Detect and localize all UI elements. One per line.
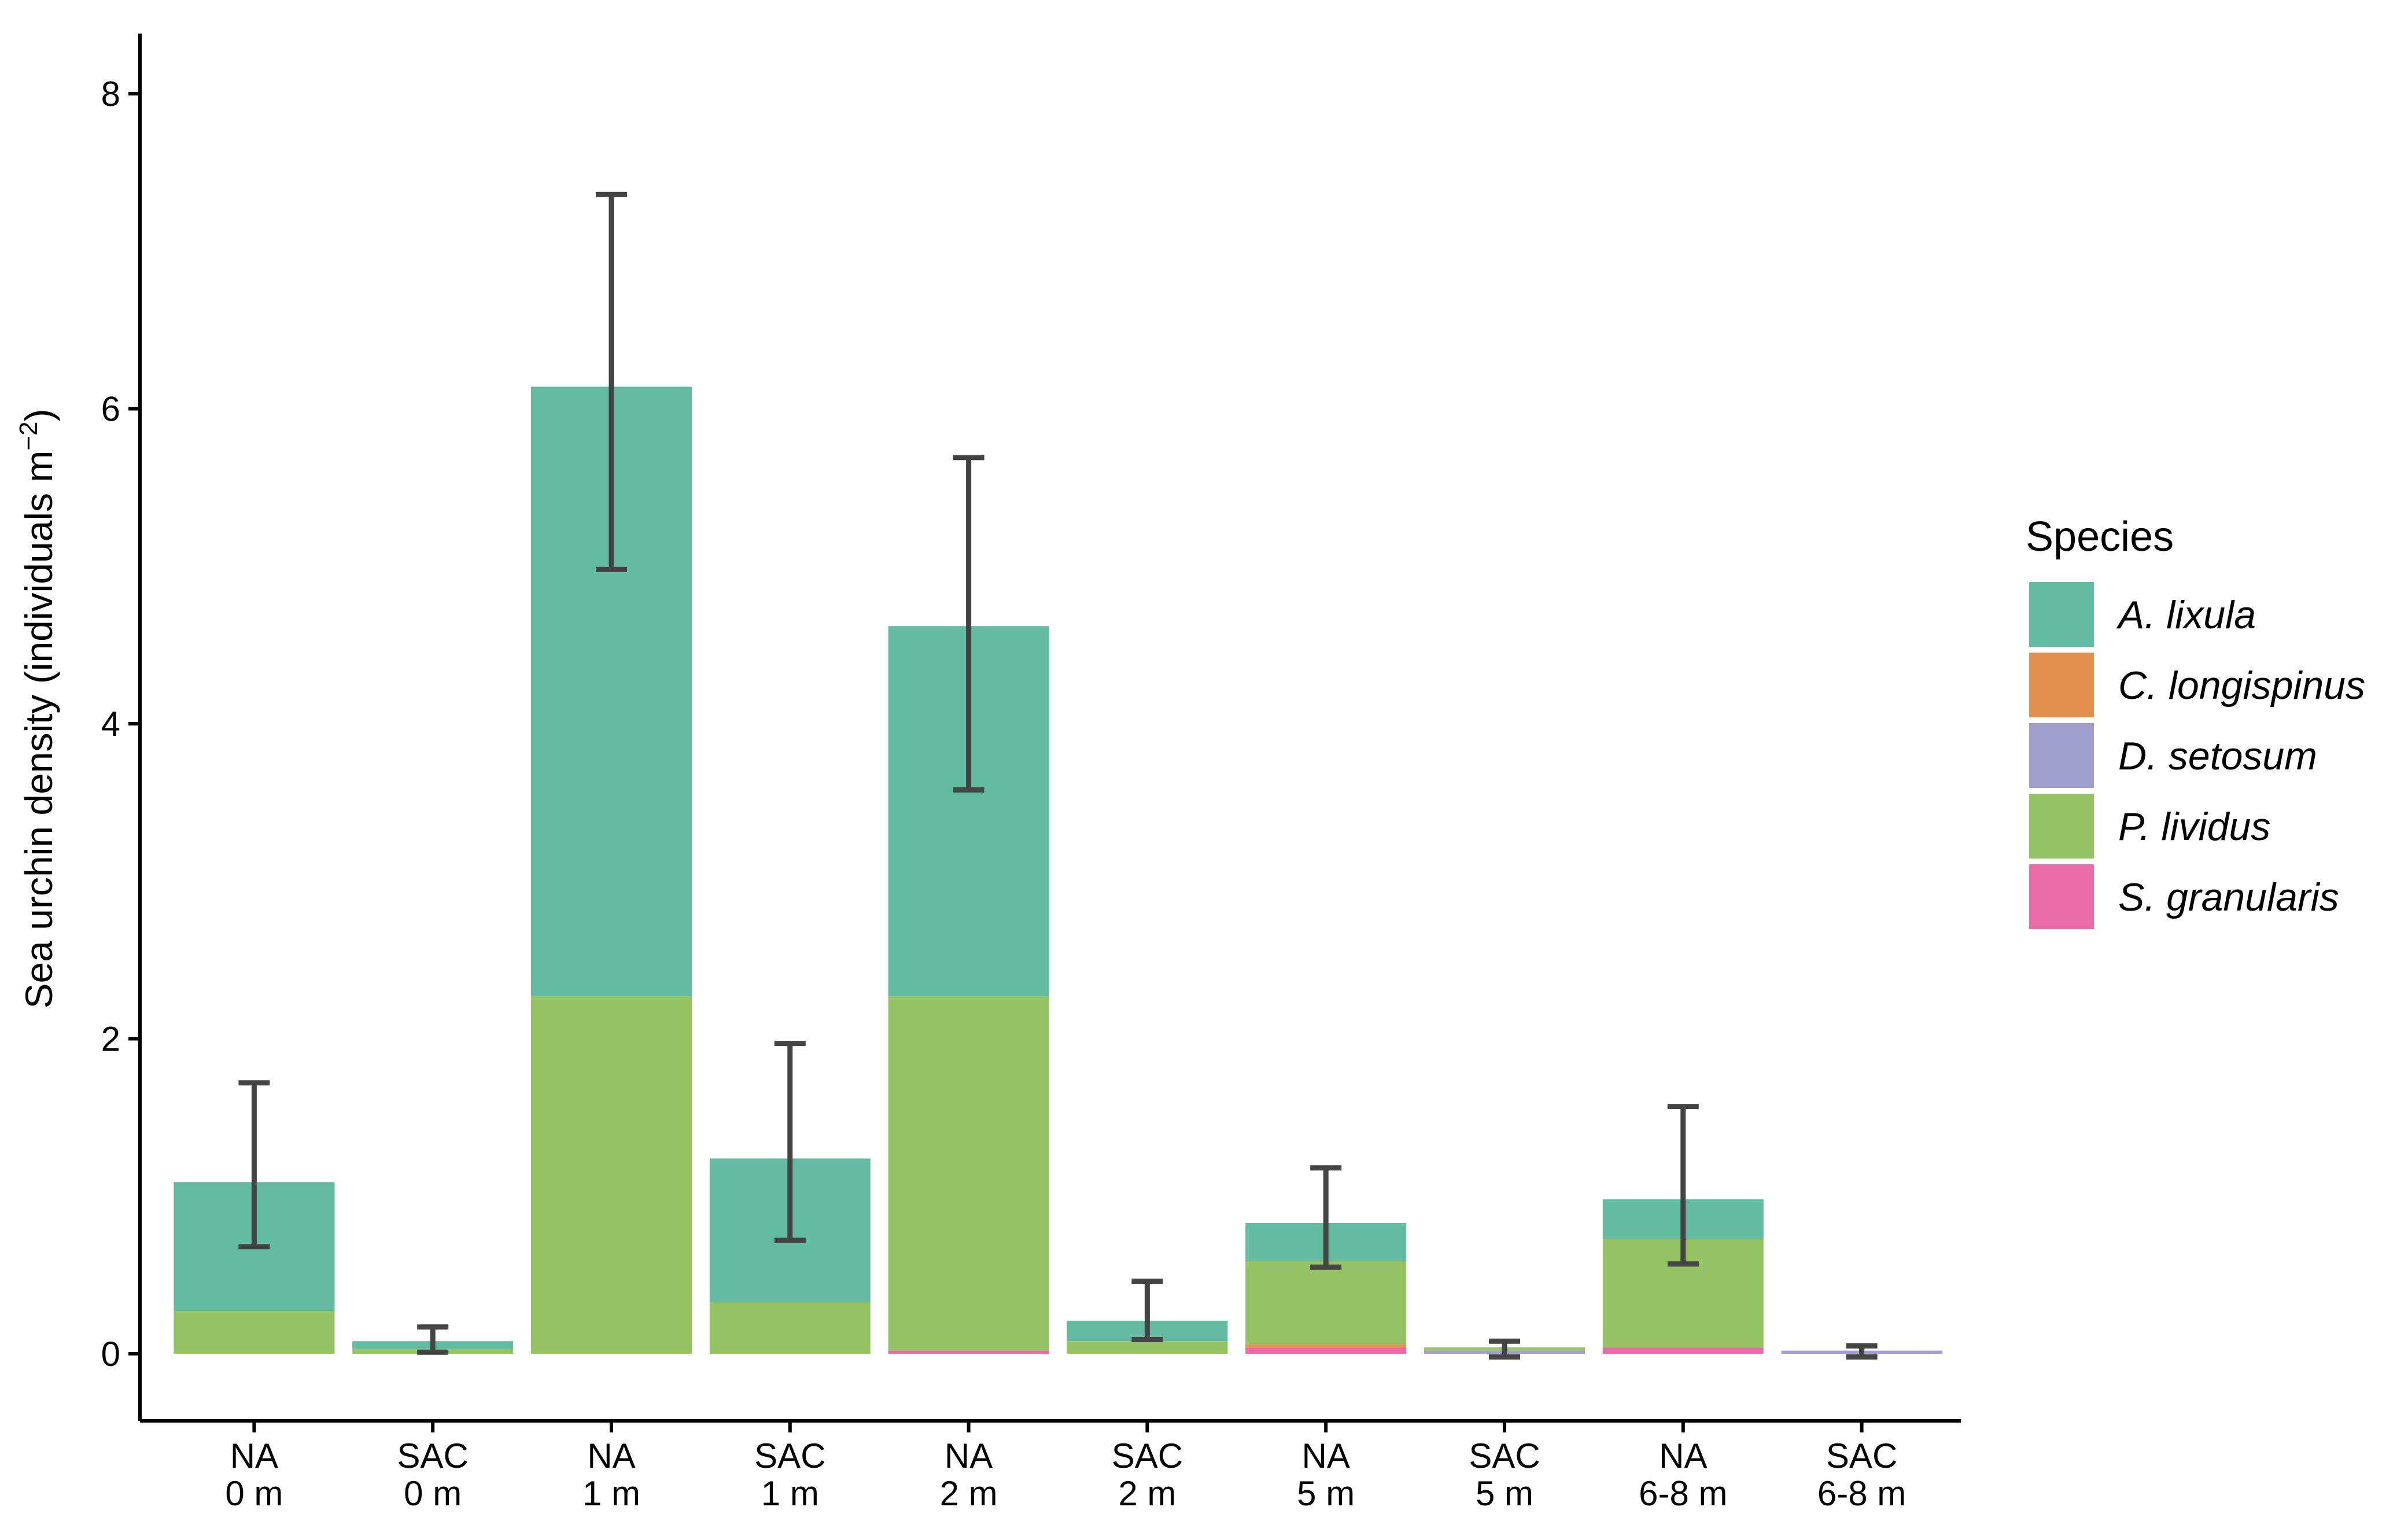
x-tick-label-line1-1: SAC <box>397 1436 469 1475</box>
y-axis-title-end: ) <box>17 409 60 422</box>
bar-s-granularis-6 <box>1245 1347 1407 1354</box>
x-tick-label-line2-7: 5 m <box>1476 1474 1533 1513</box>
y-axis-title-main: Sea urchin density (individuals m <box>17 451 60 1009</box>
y-tick-label-0: 0 <box>101 1335 120 1373</box>
x-tick-label-line2-9: 6-8 m <box>1817 1474 1906 1513</box>
y-tick-label-2: 2 <box>101 1020 120 1059</box>
x-tick-label-line1-6: NA <box>1302 1436 1350 1475</box>
x-tick-label-line1-2: NA <box>587 1436 635 1475</box>
y-tick-label-4: 4 <box>101 705 120 743</box>
bar-p-lividus-2 <box>531 996 692 1354</box>
y-axis-title: Sea urchin density (individuals m−2) <box>14 409 60 1009</box>
x-tick-label-line1-7: SAC <box>1469 1436 1540 1475</box>
legend-label-d-setosum: D. setosum <box>2118 734 2317 778</box>
x-tick-label-line2-0: 0 m <box>225 1474 283 1513</box>
legend-swatch-d-setosum <box>2029 723 2094 788</box>
bar-c-longispinus-6 <box>1245 1344 1407 1348</box>
bars-layer <box>174 386 1942 1354</box>
legend-swatch-p-lividus <box>2029 794 2094 859</box>
axes-layer <box>138 34 1961 1423</box>
legend-title: Species <box>2026 514 2174 560</box>
x-tick-label-line2-3: 1 m <box>761 1474 819 1513</box>
bar-s-granularis-8 <box>1602 1347 1764 1354</box>
x-tick-label-line2-6: 5 m <box>1297 1474 1355 1513</box>
legend-label-a-lixula: A. lixula <box>2116 593 2256 637</box>
y-tick-label-6: 6 <box>101 390 120 429</box>
x-tick-label-line2-4: 2 m <box>940 1474 998 1513</box>
legend-swatch-s-granularis <box>2029 864 2094 929</box>
bar-p-lividus-0 <box>174 1311 335 1354</box>
x-tick-label-line1-5: SAC <box>1112 1436 1183 1475</box>
x-tick-label-line1-3: SAC <box>754 1436 825 1475</box>
x-tick-label-line2-8: 6-8 m <box>1639 1474 1727 1513</box>
x-tick-label-line2-2: 1 m <box>582 1474 640 1513</box>
legend-swatch-c-longispinus <box>2029 653 2094 717</box>
legend-label-s-granularis: S. granularis <box>2118 875 2339 919</box>
error-bars-layer <box>238 191 1878 1360</box>
bar-s-granularis-4 <box>888 1350 1049 1354</box>
y-axis-title-superscript: −2 <box>14 422 43 451</box>
x-tick-label-line2-1: 0 m <box>404 1474 462 1513</box>
x-tick-label-line1-0: NA <box>230 1436 278 1475</box>
bar-p-lividus-3 <box>709 1302 871 1354</box>
bar-p-lividus-4 <box>888 996 1049 1351</box>
x-tick-label-line1-8: NA <box>1659 1436 1707 1475</box>
bar-p-lividus-6 <box>1245 1261 1407 1344</box>
legend-entries: A. lixula C. longispinus D. setosum P. livi… <box>2029 582 2365 929</box>
legend: Species A. lixula C. longispinus D. setosu… <box>2026 514 2365 929</box>
x-tick-label-line2-5: 2 m <box>1118 1474 1176 1513</box>
y-tick-label-8: 8 <box>101 75 120 113</box>
x-tick-label-line1-9: SAC <box>1826 1436 1897 1475</box>
legend-label-p-lividus: P. lividus <box>2118 805 2270 849</box>
y-ticks-layer: 0 2 4 6 8 <box>101 75 140 1373</box>
bar-p-lividus-5 <box>1067 1341 1228 1354</box>
legend-swatch-a-lixula <box>2029 582 2094 647</box>
legend-label-c-longispinus: C. longispinus <box>2118 664 2365 708</box>
x-tick-label-line1-4: NA <box>945 1436 993 1475</box>
